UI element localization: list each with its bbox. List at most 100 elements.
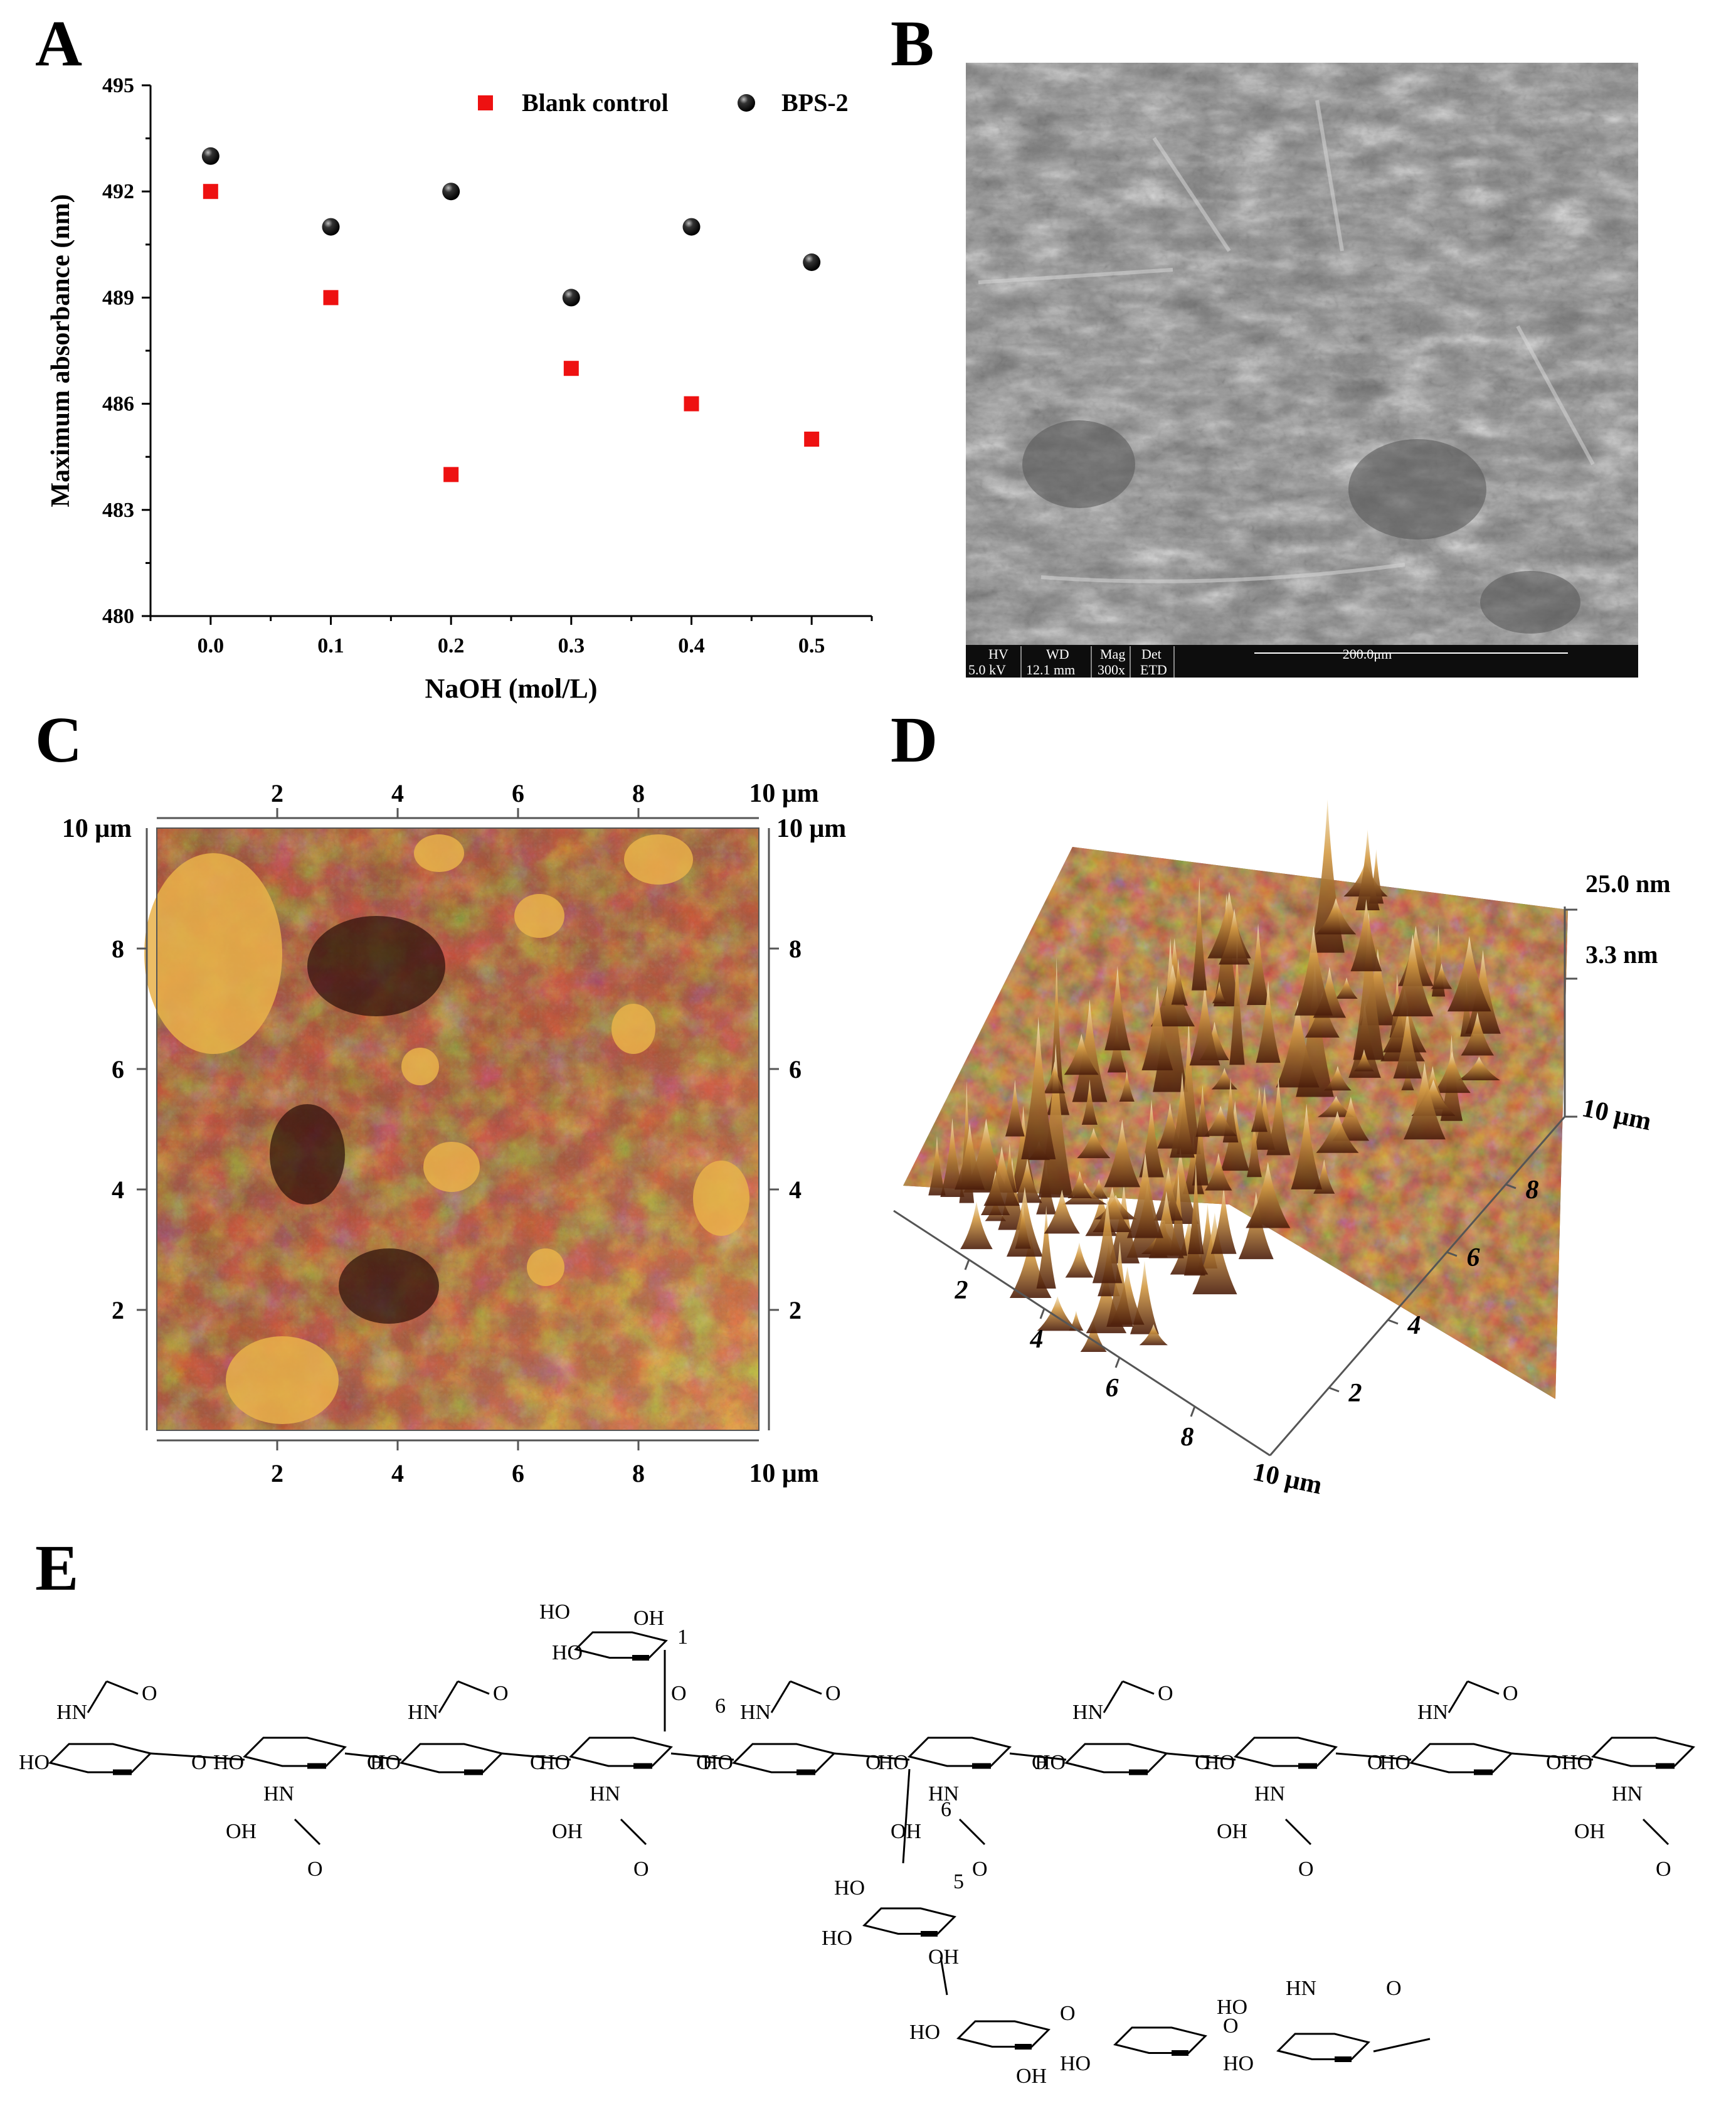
afm-peak	[1021, 1016, 1056, 1159]
hydroxyl-label: HO	[1562, 1751, 1592, 1774]
afm-right-tick-label: 4	[789, 1176, 802, 1204]
hydroxyl-label: HO	[1223, 2052, 1254, 2075]
afm3d-x-tick-label: 8	[1181, 1423, 1194, 1452]
acetyl-bond	[1284, 1818, 1312, 1846]
afm3d-x-tick-label: 2	[955, 1276, 968, 1305]
afm3d-z-mid-label: 3.3 nm	[1585, 940, 1658, 969]
amide-nh-label: HN	[590, 1782, 620, 1806]
acetyl-bond	[790, 1680, 822, 1695]
afm-peak	[1077, 1127, 1111, 1159]
afm-top-end-label: 10 μm	[749, 779, 818, 808]
sugar-ring	[908, 1736, 1012, 1767]
afm-peak	[1192, 1104, 1209, 1186]
hydroxyl-label: HO	[1204, 1751, 1235, 1774]
afm3d-x-tick	[964, 1259, 970, 1270]
sugar-ring	[1276, 2033, 1370, 2060]
sugar-ring	[956, 2020, 1051, 2048]
hydroxyl-label: HO	[1035, 1751, 1066, 1774]
amide-nh-label: HN	[1072, 1701, 1103, 1724]
bps-2-point	[682, 218, 701, 236]
glycosidic-bond	[1511, 1752, 1594, 1761]
afm-peak	[1256, 981, 1281, 1063]
hydroxyl-label: HO	[822, 1927, 852, 1950]
afm-peak	[1150, 964, 1195, 1027]
sem-mag-value: 300x	[1098, 662, 1125, 678]
x-tick-label: 0.3	[558, 634, 585, 657]
carbonyl-oxygen-label: O	[972, 1858, 988, 1881]
hydroxyl-label: HO	[552, 1641, 583, 1664]
linkage-oxygen-label: O	[865, 1751, 881, 1774]
acetyl-bond	[106, 1680, 139, 1695]
afm-top-tick-label: 8	[632, 779, 645, 807]
carbonyl-oxygen-label: O	[1656, 1858, 1671, 1881]
afm-peak	[1012, 1158, 1042, 1203]
afm-right-tick-label: 8	[789, 935, 802, 963]
afm-right-tick-label: 2	[789, 1296, 802, 1324]
afm3d-y-tick	[1505, 1183, 1516, 1189]
carbonyl-oxygen-label: O	[1503, 1682, 1518, 1705]
acetyl-bond	[770, 1681, 791, 1713]
carbon-number-label: 5	[953, 1870, 964, 1893]
afm-peak	[1119, 1070, 1135, 1102]
blank-control-point	[443, 467, 459, 482]
glycosidic-bond	[834, 1752, 910, 1761]
afm-peak	[1104, 1119, 1141, 1188]
acetyl-bond	[620, 1818, 647, 1846]
afm-peak	[1355, 829, 1380, 910]
sem-hv-value: 5.0 kV	[968, 662, 1006, 678]
afm-peak	[1353, 909, 1385, 1060]
afm-peak	[1044, 1189, 1080, 1234]
y-tick-label: 480	[102, 605, 134, 628]
hydroxyl-label: HO	[213, 1751, 244, 1774]
afm-peak	[1093, 1187, 1132, 1233]
afm-peak	[1205, 1152, 1232, 1191]
hydroxyl-label: OH	[1574, 1820, 1605, 1843]
afm-peak	[1458, 1056, 1500, 1081]
carbonyl-oxygen-label: O	[142, 1682, 157, 1705]
glycosidic-bond	[1009, 1752, 1067, 1761]
afm-peak	[1291, 1104, 1322, 1189]
afm-peak	[1139, 1324, 1168, 1346]
afm-peak	[1354, 1049, 1374, 1072]
linkage-oxygen-label: O	[696, 1751, 712, 1774]
afm-peak	[1447, 936, 1491, 1012]
glycosidic-bond	[501, 1752, 571, 1761]
legend-swatch-bps-2	[738, 94, 755, 112]
afm-3d-peaks	[928, 799, 1501, 1352]
afm-2d-image: 2 2 2 2 4 4 4 4 6 6 6 6 8 8 8 8 10 μm 10 μm 10 μm 10 μm	[62, 779, 847, 1488]
chart-marks	[201, 147, 821, 482]
afm-left-end-label: 10 μm	[62, 814, 132, 843]
glycosidic-bond	[1335, 1752, 1412, 1761]
afm-peak	[1037, 1296, 1078, 1331]
afm-left-tick-label: 4	[112, 1176, 124, 1204]
acetyl-bond	[457, 1680, 490, 1695]
sugar-ring	[1409, 1743, 1513, 1774]
hydroxyl-label: OH	[552, 1820, 583, 1843]
afm3d-y-tick	[1446, 1251, 1458, 1257]
hydroxyl-label: HO	[1380, 1751, 1410, 1774]
amide-nh-label: HN	[1612, 1782, 1643, 1806]
sugar-ring	[1234, 1736, 1338, 1767]
hydroxyl-label: HO	[834, 1876, 865, 1900]
afm-peak	[1050, 956, 1064, 1090]
afm-peak	[1465, 949, 1501, 1034]
afm-peak	[1392, 934, 1434, 1017]
afm3d-y-tick-label: 6	[1467, 1243, 1480, 1272]
panel-label-c: C	[35, 704, 83, 776]
bps-2-point	[322, 218, 340, 236]
sugar-ring	[569, 1736, 673, 1767]
amide-nh-label: HN	[1286, 1977, 1316, 2000]
linkage-oxygen-label: O	[191, 1751, 207, 1774]
afm-bottom-tick-label: 4	[391, 1459, 404, 1487]
afm-peak	[1204, 1105, 1237, 1136]
carbonyl-oxygen-label: O	[633, 1858, 649, 1881]
hydroxyl-label: HO	[702, 1751, 733, 1774]
afm3d-z-top-label: 25.0 nm	[1585, 870, 1671, 898]
hydroxyl-label: HO	[878, 1751, 909, 1774]
hydroxyl-label: HO	[1217, 1996, 1247, 2019]
branch-bond	[902, 1768, 911, 1864]
carbon-number-label: 6	[941, 1798, 951, 1821]
linkage-oxygen-label: O	[671, 1682, 687, 1705]
sem-scale-label: 200.0μm	[1343, 646, 1392, 662]
y-tick-label: 483	[102, 499, 134, 522]
